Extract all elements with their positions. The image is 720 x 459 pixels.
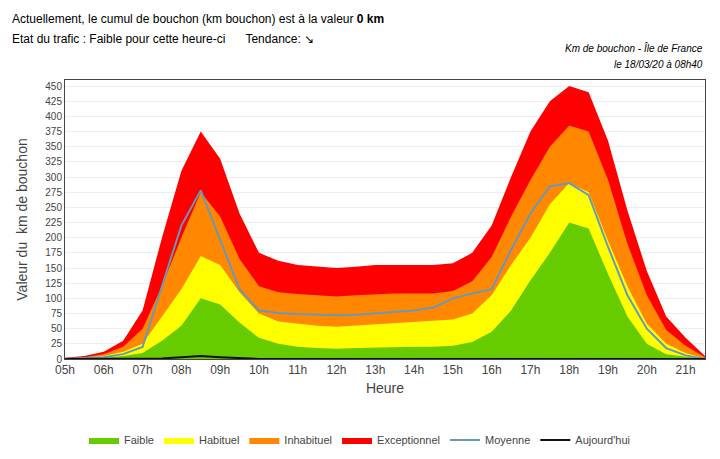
- svg-text:0: 0: [56, 354, 62, 365]
- svg-text:175: 175: [45, 247, 62, 258]
- svg-text:Faible: Faible: [124, 434, 154, 446]
- svg-text:Km de bouchon - Île de France: Km de bouchon - Île de France: [565, 42, 703, 54]
- svg-text:125: 125: [45, 278, 62, 289]
- svg-text:275: 275: [45, 187, 62, 198]
- svg-text:Actuellement, le cumul de bouc: Actuellement, le cumul de bouchon (km bo…: [12, 12, 384, 26]
- svg-text:10h: 10h: [249, 363, 269, 377]
- svg-text:Heure: Heure: [366, 380, 404, 396]
- svg-text:16h: 16h: [482, 363, 502, 377]
- svg-text:18h: 18h: [559, 363, 579, 377]
- svg-text:Etat du trafic : Faible pour c: Etat du trafic : Faible pour cette heure…: [12, 32, 314, 46]
- svg-text:Aujourd'hui: Aujourd'hui: [575, 434, 630, 446]
- svg-text:200: 200: [45, 232, 62, 243]
- svg-text:450: 450: [45, 81, 62, 92]
- svg-text:09h: 09h: [210, 363, 230, 377]
- svg-text:400: 400: [45, 111, 62, 122]
- svg-text:325: 325: [45, 156, 62, 167]
- svg-text:17h: 17h: [520, 363, 540, 377]
- svg-text:100: 100: [45, 293, 62, 304]
- svg-text:07h: 07h: [133, 363, 153, 377]
- svg-text:375: 375: [45, 126, 62, 137]
- svg-text:Inhabituel: Inhabituel: [284, 434, 332, 446]
- svg-text:25: 25: [51, 338, 63, 349]
- svg-text:Habituel: Habituel: [199, 434, 239, 446]
- svg-text:19h: 19h: [598, 363, 618, 377]
- svg-text:15h: 15h: [443, 363, 463, 377]
- svg-text:50: 50: [51, 323, 63, 334]
- svg-text:20h: 20h: [637, 363, 657, 377]
- svg-text:150: 150: [45, 263, 62, 274]
- svg-text:21h: 21h: [676, 363, 696, 377]
- svg-text:Exceptionnel: Exceptionnel: [377, 434, 440, 446]
- svg-text:250: 250: [45, 202, 62, 213]
- svg-text:Moyenne: Moyenne: [485, 434, 530, 446]
- svg-text:300: 300: [45, 172, 62, 183]
- svg-text:75: 75: [51, 308, 63, 319]
- svg-text:08h: 08h: [171, 363, 191, 377]
- svg-text:225: 225: [45, 217, 62, 228]
- svg-text:13h: 13h: [365, 363, 385, 377]
- svg-text:425: 425: [45, 96, 62, 107]
- svg-text:Valeur du km de bouchon: Valeur du km de bouchon: [14, 138, 30, 300]
- svg-text:14h: 14h: [404, 363, 424, 377]
- svg-text:11h: 11h: [288, 363, 307, 377]
- svg-text:05h: 05h: [55, 363, 75, 377]
- svg-text:le 18/03/20 à 08h40: le 18/03/20 à 08h40: [614, 59, 703, 70]
- svg-text:350: 350: [45, 141, 62, 152]
- svg-text:06h: 06h: [94, 363, 114, 377]
- svg-text:12h: 12h: [327, 363, 347, 377]
